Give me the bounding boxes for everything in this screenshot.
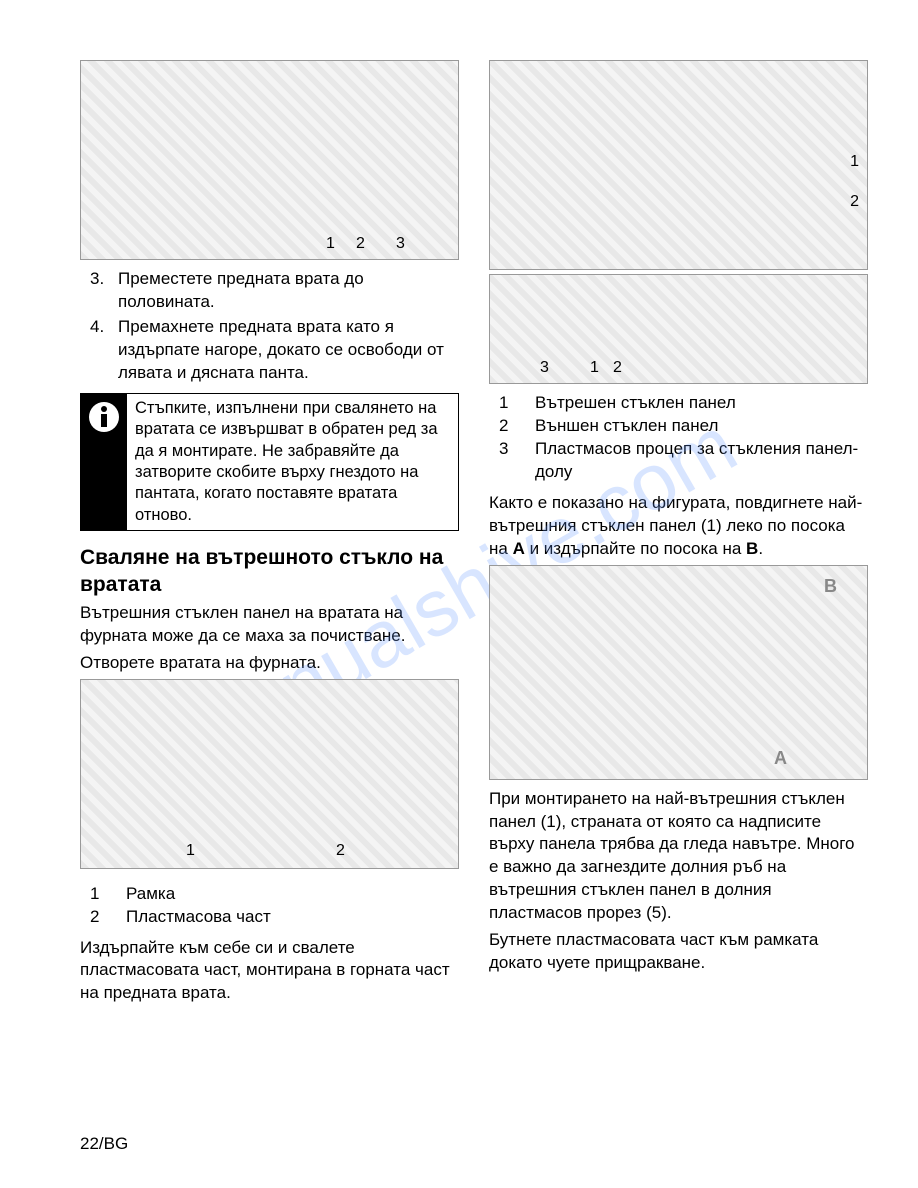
figure-glass-panels-bottom: 3 1 2: [489, 274, 868, 384]
info-icon: [81, 394, 127, 531]
legend-item: 2 Външен стъклен панел: [499, 415, 868, 438]
legend-text: Пластмасова част: [126, 906, 459, 929]
section-heading: Сваляне на вътрешното стъкло на вратата: [80, 545, 459, 598]
paragraph: При монтирането на най-вътрешния стъклен…: [489, 788, 868, 926]
callout-number: 2: [850, 191, 859, 213]
callout-number: 1: [590, 357, 599, 379]
callout-number: 2: [356, 233, 365, 255]
figure-glass-removal: B A: [489, 565, 868, 780]
step-number: 4.: [90, 316, 118, 385]
callout-number: 3: [396, 233, 405, 255]
page-number: 22/BG: [80, 1133, 128, 1156]
paragraph: Отворете вратата на фурната.: [80, 652, 459, 675]
legend-item: 1 Рамка: [90, 883, 459, 906]
step-text: Преместете предната врата до половината.: [118, 268, 459, 314]
callout-number: 1: [850, 151, 859, 173]
left-column: 1 2 3 3. Преместете предната врата до по…: [80, 60, 459, 1009]
step-text: Премахнете предната врата като я издърпа…: [118, 316, 459, 385]
legend-number: 3: [499, 438, 535, 484]
text: .: [758, 539, 763, 558]
legend-text: Външен стъклен панел: [535, 415, 868, 438]
bold-text: А: [513, 539, 525, 558]
info-text: Стъпките, изпълнени при свалянето на вра…: [127, 394, 458, 531]
paragraph: Вътрешния стъклен панел на вратата на фу…: [80, 602, 459, 648]
legend-text: Рамка: [126, 883, 459, 906]
legend-number: 2: [90, 906, 126, 929]
bold-text: В: [746, 539, 758, 558]
figure-glass-panels-top: 1 2: [489, 60, 868, 270]
callout-number: 2: [336, 840, 345, 862]
step-number: 3.: [90, 268, 118, 314]
step-item: 3. Преместете предната врата до половина…: [90, 268, 459, 314]
arrow-label: A: [774, 746, 787, 770]
legend-item: 3 Пластмасов процеп за стъкления панел-д…: [499, 438, 868, 484]
paragraph: Издърпайте към себе си и свалете пластма…: [80, 937, 459, 1006]
paragraph: Бутнете пластмасовата част към рамката д…: [489, 929, 868, 975]
legend-number: 1: [499, 392, 535, 415]
callout-number: 1: [186, 840, 195, 862]
step-item: 4. Премахнете предната врата като я издъ…: [90, 316, 459, 385]
info-box: Стъпките, изпълнени при свалянето на вра…: [80, 393, 459, 532]
figure-door-hinges: 1 2 3: [80, 60, 459, 260]
callout-number: 3: [540, 357, 549, 379]
legend-number: 2: [499, 415, 535, 438]
legend-item: 1 Вътрешен стъклен панел: [499, 392, 868, 415]
arrow-label: B: [824, 574, 837, 598]
legend-item: 2 Пластмасова част: [90, 906, 459, 929]
legend-text: Пластмасов процеп за стъкления панел-дол…: [535, 438, 868, 484]
legend-text: Вътрешен стъклен панел: [535, 392, 868, 415]
callout-number: 1: [326, 233, 335, 255]
page-columns: 1 2 3 3. Преместете предната врата до по…: [80, 60, 868, 1009]
legend-number: 1: [90, 883, 126, 906]
callout-number: 2: [613, 357, 622, 379]
right-column: 1 2 3 1 2 1 Вътрешен стъклен панел 2 Вън…: [489, 60, 868, 1009]
figure-door-frame: 1 2: [80, 679, 459, 869]
text: и издърпайте по посока на: [525, 539, 746, 558]
paragraph: Както е показано на фигурата, повдигнете…: [489, 492, 868, 561]
